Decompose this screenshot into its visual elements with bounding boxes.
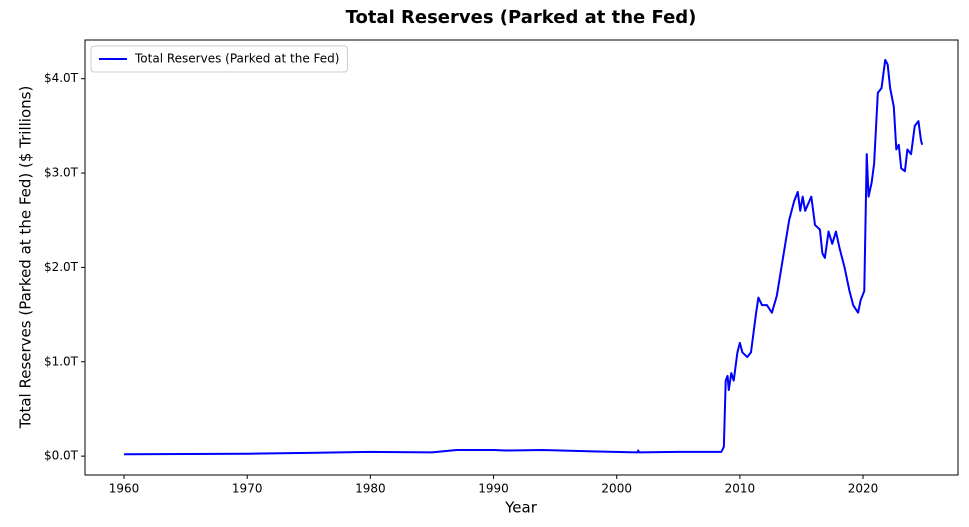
chart-title: Total Reserves (Parked at the Fed) [346,7,697,28]
y-tick-label: $0.0T [44,449,79,463]
legend-box [90,45,348,73]
x-tick-label: 2000 [601,482,632,496]
legend: Total Reserves (Parked at the Fed) [90,45,348,73]
x-tick-label: 1980 [355,482,386,496]
x-tick-label: 1990 [478,482,509,496]
y-axis-label: Total Reserves (Parked at the Fed) ($ Tr… [17,86,35,430]
y-tick-label: $3.0T [44,166,79,180]
x-tick-label: 1970 [232,482,263,496]
y-tick-label: $2.0T [44,260,79,274]
x-tick-label: 2020 [848,482,879,496]
y-tick-label: $1.0T [44,354,79,368]
x-axis-label: Year [504,499,538,517]
legend-label: Total Reserves (Parked at the Fed) [134,52,339,66]
x-tick-label: 2010 [725,482,756,496]
plot-frame [84,39,959,476]
data-line [124,58,924,456]
x-tick-label: 1960 [109,482,140,496]
y-tick-label: $4.0T [44,71,79,85]
